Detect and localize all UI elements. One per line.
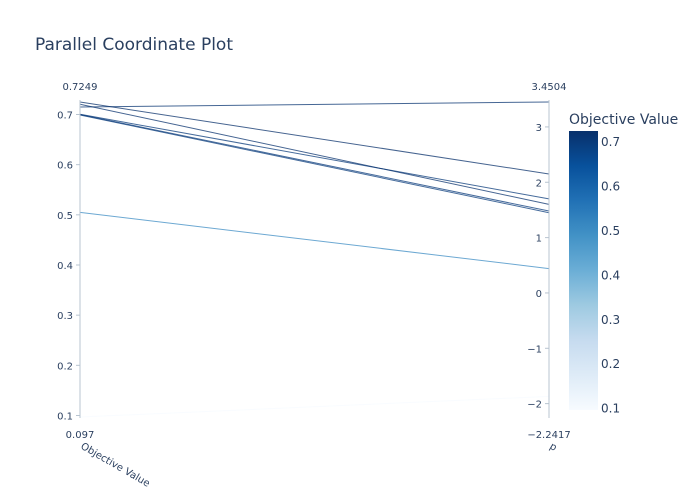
axis-tick-label: 2 [536,178,542,189]
colorbar-tick-label: 0.1 [601,402,620,416]
axis-tick-label: 3 [536,123,542,134]
chart-title: Parallel Coordinate Plot [35,35,233,55]
axis-tick-label: −1 [527,344,542,355]
colorbar-tick-label: 0.2 [601,357,620,371]
data-line[interactable] [79,114,550,212]
colorbar-tick-label: 0.5 [601,224,620,238]
axis-title-objective-value: Objective Value [79,441,152,490]
data-line[interactable] [79,101,550,108]
axis-tick-label: 0.3 [57,311,73,322]
data-line[interactable] [79,395,550,418]
axis-ticks: 0.1 0.2 0.3 0.4 0.5 0.6 0.7 [57,110,80,422]
colorbar-tick-label: 0.4 [601,268,620,282]
polylines-layer [79,101,550,418]
axis-min-label: −2.2417 [527,430,570,441]
colorbar-tick-label: 0.6 [601,179,620,193]
axis-title-p: p [548,441,559,454]
data-line[interactable] [79,103,550,205]
data-line[interactable] [79,114,550,214]
colorbar-tick-label: 0.3 [601,313,620,327]
axis-max-label: 0.7249 [63,82,98,93]
axis-tick-label: 0.7 [57,110,73,121]
axis-tick-label: 0 [536,289,542,300]
axis-ticks: −2 −1 0 1 2 3 [527,123,549,411]
axis-tick-label: 0.1 [57,411,73,422]
axis-tick-label: 0.4 [57,261,73,272]
data-line[interactable] [79,113,550,200]
colorbar-ticks: 0.1 0.2 0.3 0.4 0.5 0.6 0.7 [601,135,620,416]
axis-p[interactable]: 3.4504 −2.2417 p −2 −1 0 1 2 3 [527,82,570,454]
axis-tick-label: 1 [536,234,542,245]
axis-tick-label: 0.6 [57,161,73,172]
data-line[interactable] [79,101,550,175]
axis-tick-label: 0.2 [57,361,73,372]
data-line[interactable] [79,211,550,270]
axis-min-label: 0.097 [66,430,95,441]
axis-tick-label: −2 [527,400,542,411]
colorbar-gradient [569,131,598,410]
axis-tick-label: 0.5 [57,211,73,222]
colorbar: Objective Value 0.1 0.2 0.3 0.4 0.5 0.6 0.7 [569,112,678,416]
colorbar-tick-label: 0.7 [601,135,620,149]
axis-objective-value[interactable]: 0.7249 0.097 Objective Value 0.10.20.30.… [57,82,152,490]
colorbar-title: Objective Value [569,112,678,128]
axis-max-label: 3.4504 [532,82,567,93]
